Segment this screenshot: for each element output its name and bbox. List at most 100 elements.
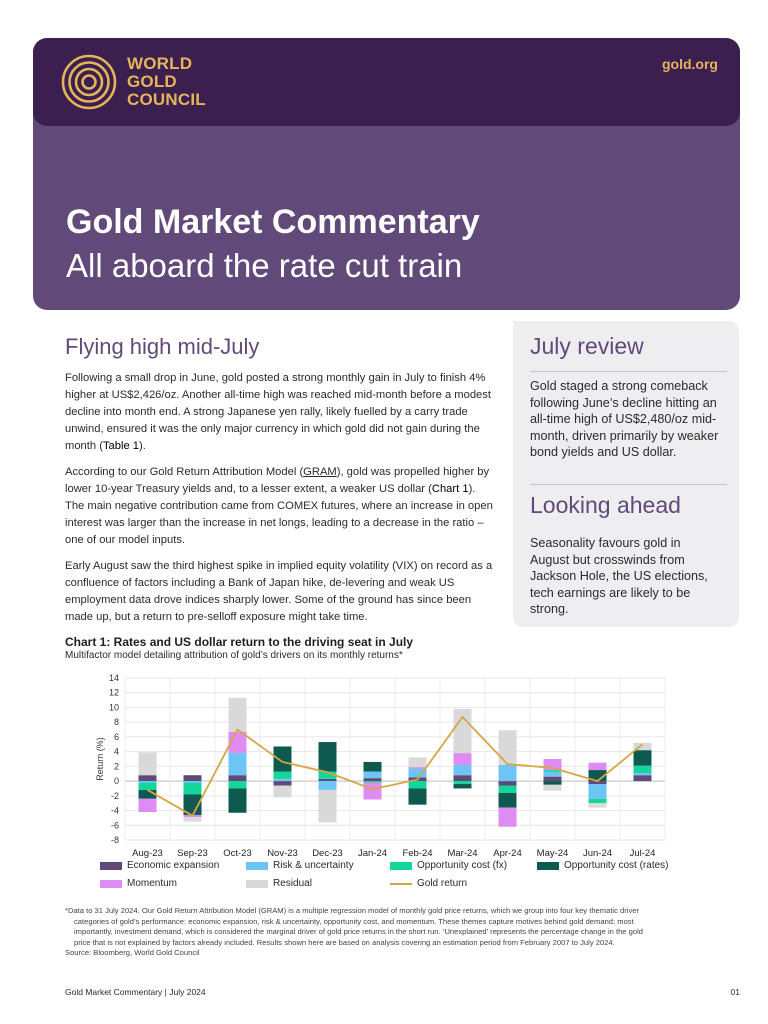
legend-swatch <box>246 879 268 888</box>
legend-swatch <box>246 861 268 870</box>
legend-label: Gold return <box>417 878 468 889</box>
site-link[interactable]: gold.org <box>662 56 718 72</box>
bar-segment <box>318 742 337 772</box>
bar-segment <box>408 781 427 789</box>
y-tick-label: -6 <box>111 820 119 830</box>
bar-segment <box>273 781 292 786</box>
legend-item: Gold return <box>390 878 467 889</box>
table-1-link[interactable]: Table 1 <box>102 440 140 452</box>
legend-item: Momentum <box>100 878 177 889</box>
paragraph-2: According to our Gold Return Attribution… <box>65 464 495 549</box>
legend-swatch <box>537 861 559 870</box>
bar-segment <box>183 794 202 815</box>
legend-item: Opportunity cost (fx) <box>390 860 507 871</box>
attribution-chart: 14 12 10 8 6 4 2 0 -2 -4 -6 -8 Return (%) Aug-23 Sep-2… <box>95 673 666 859</box>
x-tick-label: Sep-23 <box>177 848 208 859</box>
paragraph-2-text-a: According to our Gold Return Attribution… <box>65 466 304 478</box>
bar-segment <box>183 817 202 822</box>
y-tick-label: -4 <box>111 806 119 816</box>
y-tick-label: -2 <box>111 791 119 801</box>
x-tick-label: Jul-24 <box>630 848 656 859</box>
paragraph-1: Following a small drop in June, gold pos… <box>65 370 495 455</box>
bar-segment <box>453 708 472 754</box>
bar-segment <box>588 770 607 782</box>
bar-segment <box>498 781 517 786</box>
bar-segment <box>498 764 517 782</box>
bar-segment <box>543 781 562 785</box>
y-tick-label: 6 <box>114 732 119 742</box>
footnote-line: importantly, investment demand, which is… <box>74 927 644 936</box>
sidebar-heading-ahead: Looking ahead <box>530 492 681 518</box>
legend-swatch <box>390 861 412 870</box>
bar-segment <box>498 807 517 827</box>
footnote-line: categories of gold’s performance: econom… <box>74 916 634 926</box>
y-tick-label: 14 <box>109 673 119 683</box>
page-footer: Gold Market Commentary | July 2024 <box>65 987 206 997</box>
bar-segment <box>363 761 382 772</box>
main-column: Flying high mid-July Following a small d… <box>65 334 495 635</box>
bar-segment <box>228 781 247 789</box>
x-tick-label: Aug-23 <box>132 848 163 859</box>
bar-segment <box>498 785 517 793</box>
y-tick-label: 0 <box>114 776 119 786</box>
bar-segment <box>588 803 607 808</box>
bar-segment <box>138 781 157 783</box>
bar-segment <box>543 776 562 782</box>
page-number: 01 <box>730 987 740 997</box>
bar-segment <box>633 750 652 766</box>
bar-segment <box>363 781 382 783</box>
bar-segment <box>228 753 247 776</box>
sidebar-divider <box>530 484 727 485</box>
bar-segment <box>138 752 157 776</box>
legend-swatch <box>100 879 122 888</box>
y-tick-label: 8 <box>114 717 119 727</box>
world-gold-council-logo-icon <box>61 54 117 110</box>
legend-label: Risk & uncertainty <box>273 860 354 871</box>
bar-segment <box>183 782 202 795</box>
gold-return-line <box>147 715 644 817</box>
banner-header: WORLD GOLD COUNCIL gold.org <box>33 38 740 126</box>
legend-label: Residual <box>273 878 312 889</box>
legend-item: Residual <box>246 878 312 889</box>
bar-segment <box>633 775 652 782</box>
y-tick-label: 10 <box>109 702 119 712</box>
bar-segment <box>408 757 427 768</box>
sidebar-ahead-text: Seasonality favours gold in August but c… <box>530 536 708 616</box>
bar-segment <box>138 782 157 790</box>
bar-segment <box>453 781 472 785</box>
bar-segment <box>138 798 157 813</box>
sidebar-panel: July review Gold staged a strong comebac… <box>513 321 739 627</box>
chart-legend: Economic expansion Risk & uncertainty Oppo… <box>100 860 720 900</box>
footnote: *Data to 31 July 2024. Our Gold Return A… <box>65 906 733 959</box>
bar-segment <box>273 778 292 782</box>
bar-segment <box>498 792 517 808</box>
bar-segment <box>543 770 562 772</box>
bar-segment <box>453 775 472 782</box>
bar-segment <box>633 772 652 776</box>
bar-segment <box>453 784 472 789</box>
section-heading: Flying high mid-July <box>65 334 260 359</box>
cover-banner: WORLD GOLD COUNCIL gold.org Gold Market … <box>33 38 740 310</box>
legend-item: Risk & uncertainty <box>246 860 354 871</box>
bar-segment <box>588 784 607 799</box>
bar-segment <box>453 753 472 765</box>
brand-wordmark: WORLD GOLD COUNCIL <box>127 55 206 109</box>
y-tick-label: 4 <box>114 747 119 757</box>
bar-segment <box>408 768 427 778</box>
bar-segment <box>498 730 517 765</box>
paragraph-3: Early August saw the third highest spike… <box>65 560 493 623</box>
legend-label: Momentum <box>127 878 178 889</box>
brand-line-3: COUNCIL <box>127 90 206 109</box>
chart-1-link[interactable]: Chart 1 <box>431 483 469 495</box>
bar-segment <box>633 742 652 751</box>
bar-segment <box>633 765 652 773</box>
gram-link[interactable]: GRAM <box>303 466 337 478</box>
bar-segment <box>318 778 337 782</box>
brand-line-2: GOLD <box>127 72 177 91</box>
legend-swatch <box>100 861 122 870</box>
legend-label: Opportunity cost (rates) <box>564 860 669 871</box>
bar-segment <box>543 759 562 771</box>
page-title: Gold Market Commentary <box>66 203 480 241</box>
bar-segment <box>318 789 337 823</box>
chart-subtitle: Multifactor model detailing attribution … <box>65 650 403 661</box>
